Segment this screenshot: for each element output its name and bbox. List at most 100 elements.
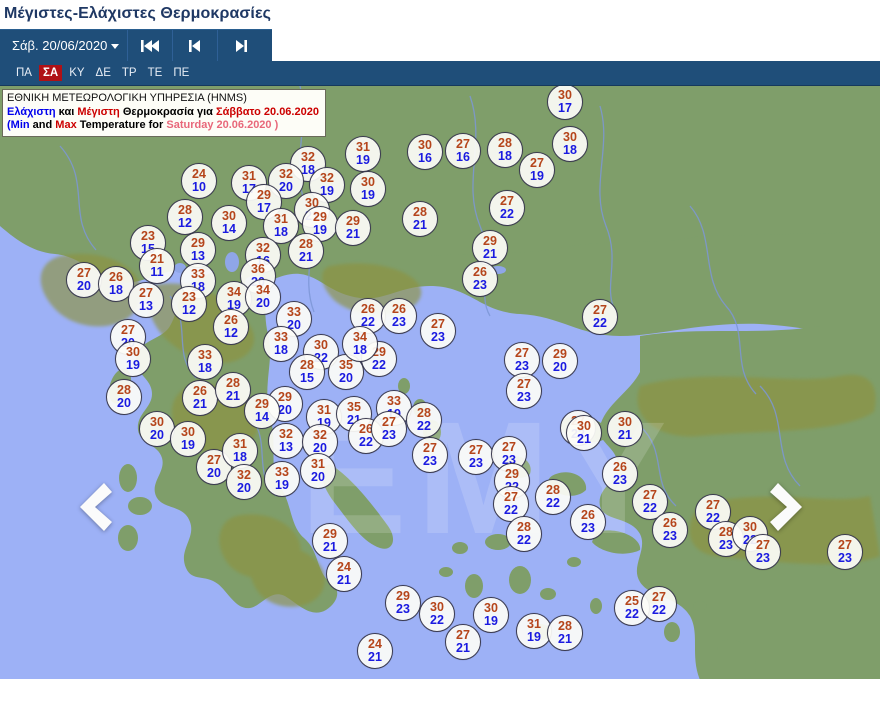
- station-marker[interactable]: 27 23: [504, 342, 540, 378]
- skip-to-first-button[interactable]: [128, 30, 174, 61]
- station-marker[interactable]: 26 12: [213, 309, 249, 345]
- station-marker[interactable]: 31 19: [516, 613, 552, 649]
- station-marker[interactable]: 31 20: [300, 453, 336, 489]
- station-marker[interactable]: 26 23: [652, 512, 688, 548]
- station-marker[interactable]: 27 23: [506, 373, 542, 409]
- station-marker[interactable]: 28 21: [288, 233, 324, 269]
- station-min-temp: 22: [643, 501, 657, 515]
- station-marker[interactable]: 27 23: [745, 534, 781, 570]
- station-marker[interactable]: 32 20: [268, 163, 304, 199]
- date-toolbar: Σάβ. 20/06/2020: [0, 29, 272, 61]
- station-marker[interactable]: 30 19: [350, 171, 386, 207]
- station-marker[interactable]: 28 22: [506, 516, 542, 552]
- station-marker[interactable]: 29 20: [542, 343, 578, 379]
- station-marker[interactable]: 26 21: [182, 380, 218, 416]
- station-marker[interactable]: 33 18: [263, 326, 299, 362]
- day-tab-ky[interactable]: ΚΥ: [69, 66, 85, 79]
- step-back-button[interactable]: [173, 30, 219, 61]
- step-forward-button[interactable]: [218, 30, 263, 61]
- chevron-right-icon: [770, 483, 802, 531]
- day-tab-pa[interactable]: ΠΑ: [16, 66, 32, 79]
- station-marker[interactable]: 24 21: [357, 633, 393, 669]
- station-marker[interactable]: 21 11: [139, 248, 175, 284]
- station-max-temp: 27: [504, 490, 518, 504]
- station-marker[interactable]: 31 18: [222, 433, 258, 469]
- station-marker[interactable]: 32 18: [290, 146, 326, 182]
- station-marker[interactable]: 29 13: [180, 232, 216, 268]
- weather-map[interactable]: ΕΜΥ ΕΘΝΙΚΗ ΜΕΤΕΩΡΟΛΟΓΙΚΗ ΥΠΗΡΕΣΙΑ (HNMS)…: [0, 85, 880, 679]
- station-marker[interactable]: 27 19: [519, 152, 555, 188]
- station-marker[interactable]: 29 21: [472, 230, 508, 266]
- station-marker[interactable]: 31 19: [345, 136, 381, 172]
- station-marker[interactable]: 26 23: [462, 261, 498, 297]
- station-marker[interactable]: 23 12: [171, 286, 207, 322]
- station-marker[interactable]: 35 20: [328, 354, 364, 390]
- map-prev-arrow-button[interactable]: [78, 481, 112, 538]
- station-marker[interactable]: 28 22: [406, 402, 442, 438]
- station-marker[interactable]: 29 23: [385, 585, 421, 621]
- station-marker[interactable]: 3216: [245, 237, 281, 273]
- station-marker[interactable]: 28 20: [106, 379, 142, 415]
- station-marker[interactable]: 32 13: [268, 423, 304, 459]
- station-marker[interactable]: 27 23: [371, 411, 407, 447]
- station-max-temp: 30: [418, 138, 432, 152]
- station-marker[interactable]: 30 16: [407, 134, 443, 170]
- station-marker[interactable]: 30 19: [473, 597, 509, 633]
- station-marker[interactable]: 27 23: [827, 534, 863, 570]
- station-marker[interactable]: 29 21: [312, 523, 348, 559]
- station-marker[interactable]: 34 20: [245, 279, 281, 315]
- station-marker[interactable]: 28 12: [167, 199, 203, 235]
- station-marker[interactable]: 26 23: [602, 456, 638, 492]
- station-marker[interactable]: 28 18: [487, 132, 523, 168]
- station-min-temp: 23: [756, 551, 770, 565]
- station-max-temp: 36: [251, 262, 265, 276]
- station-marker[interactable]: 30 19: [115, 341, 151, 377]
- station-marker[interactable]: 27 23: [420, 313, 456, 349]
- map-next-arrow-button[interactable]: [770, 481, 804, 538]
- station-marker[interactable]: 30 20: [139, 411, 175, 447]
- station-max-temp: 21: [150, 252, 164, 266]
- station-marker[interactable]: 29 14: [244, 393, 280, 429]
- station-min-temp: 21: [456, 641, 470, 655]
- date-selector-dropdown[interactable]: Σάβ. 20/06/2020: [0, 30, 129, 61]
- station-marker[interactable]: 26 18: [98, 266, 134, 302]
- station-marker[interactable]: 28 22: [535, 479, 571, 515]
- station-marker[interactable]: 27 23: [458, 439, 494, 475]
- station-marker[interactable]: 30 14: [211, 205, 247, 241]
- station-marker[interactable]: 30 19: [170, 421, 206, 457]
- station-marker[interactable]: 28 15: [289, 354, 325, 390]
- station-marker[interactable]: 30 17: [547, 86, 583, 120]
- station-marker[interactable]: 24 10: [181, 163, 217, 199]
- station-marker[interactable]: 27 21: [445, 624, 481, 660]
- legend-line-english: (Min and Max Temperature for Saturday 20…: [7, 119, 319, 133]
- station-marker[interactable]: 28 21: [402, 201, 438, 237]
- day-tab-tr[interactable]: ΤΡ: [121, 66, 137, 79]
- station-marker[interactable]: 25 22: [614, 590, 650, 626]
- station-marker[interactable]: 33 18: [187, 344, 223, 380]
- station-marker[interactable]: 34 18: [342, 326, 378, 362]
- day-tab-sa[interactable]: ΣΑ: [38, 64, 63, 82]
- station-marker[interactable]: 27 16: [445, 133, 481, 169]
- station-marker[interactable]: 28 21: [547, 615, 583, 651]
- station-marker[interactable]: 29 21: [335, 210, 371, 246]
- station-marker[interactable]: 26 23: [381, 298, 417, 334]
- station-marker[interactable]: 27 13: [128, 282, 164, 318]
- station-marker[interactable]: 27 23: [412, 437, 448, 473]
- station-marker[interactable]: 30 18: [552, 126, 588, 162]
- day-tab-pe[interactable]: ΠΕ: [173, 66, 190, 79]
- station-marker[interactable]: 32 20: [226, 464, 262, 500]
- station-marker[interactable]: 26 23: [570, 504, 606, 540]
- day-tab-de[interactable]: ΔΕ: [95, 66, 111, 79]
- station-marker[interactable]: 24 21: [326, 556, 362, 592]
- station-min-temp: 23: [663, 529, 677, 543]
- station-min-temp: 19: [356, 153, 370, 167]
- day-tab-te[interactable]: ΤΕ: [147, 66, 163, 79]
